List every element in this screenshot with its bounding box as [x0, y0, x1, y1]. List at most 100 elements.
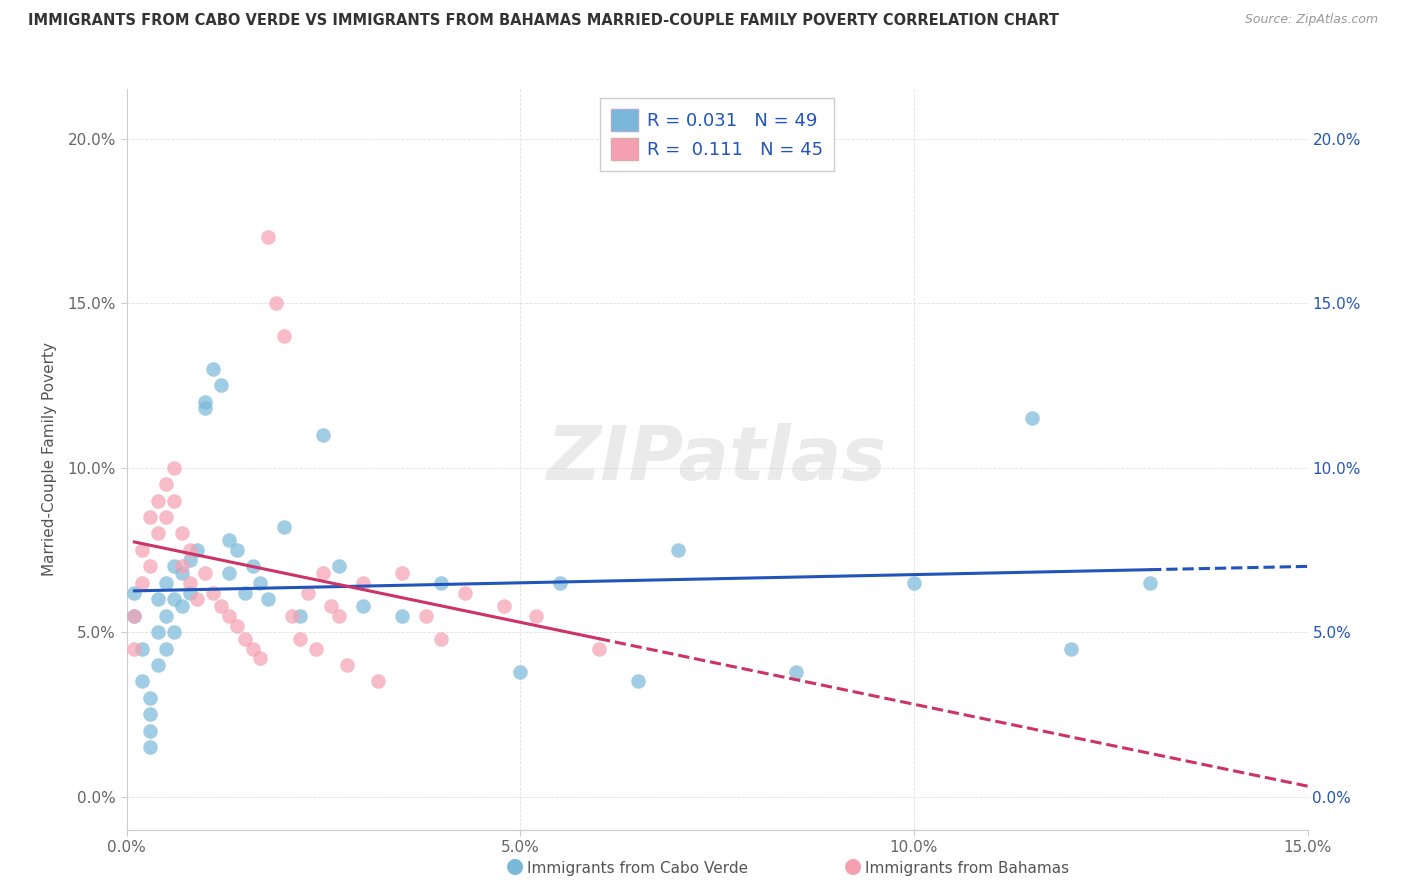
Point — [202, 585, 225, 599]
Legend: R = 0.031   N = 49, R =  0.111   N = 45: R = 0.031 N = 49, R = 0.111 N = 45 — [600, 98, 834, 171]
Point — [124, 608, 146, 623]
Point — [391, 608, 413, 623]
Point — [179, 575, 201, 590]
Point — [321, 599, 343, 613]
Text: ZIPatlas: ZIPatlas — [547, 423, 887, 496]
Point — [131, 575, 153, 590]
Point — [328, 559, 350, 574]
Point — [131, 542, 153, 557]
Point — [139, 740, 162, 755]
Point — [288, 632, 311, 646]
Point — [139, 707, 162, 722]
Point — [273, 520, 295, 534]
Point — [163, 460, 186, 475]
Point — [139, 559, 162, 574]
Point — [352, 599, 374, 613]
Point — [170, 526, 193, 541]
Point — [233, 585, 256, 599]
Point — [328, 608, 350, 623]
Point — [281, 608, 304, 623]
Point — [548, 575, 571, 590]
Point — [312, 427, 335, 442]
Point — [903, 575, 925, 590]
Point — [179, 553, 201, 567]
Point — [218, 566, 240, 580]
Point — [509, 665, 531, 679]
Y-axis label: Married-Couple Family Poverty: Married-Couple Family Poverty — [42, 343, 56, 576]
Point — [209, 378, 232, 392]
Text: Immigrants from Bahamas: Immigrants from Bahamas — [865, 861, 1069, 876]
Point — [194, 566, 217, 580]
Point — [146, 526, 169, 541]
Point — [391, 566, 413, 580]
Text: Immigrants from Cabo Verde: Immigrants from Cabo Verde — [527, 861, 748, 876]
Point — [155, 608, 177, 623]
Point — [179, 542, 201, 557]
Point — [627, 674, 650, 689]
Point — [124, 585, 146, 599]
Point — [209, 599, 232, 613]
Point — [785, 665, 807, 679]
Point — [257, 592, 280, 607]
Point — [1060, 641, 1083, 656]
Point — [155, 575, 177, 590]
Point — [430, 575, 453, 590]
Point — [186, 542, 208, 557]
Point — [273, 329, 295, 343]
Text: IMMIGRANTS FROM CABO VERDE VS IMMIGRANTS FROM BAHAMAS MARRIED-COUPLE FAMILY POVE: IMMIGRANTS FROM CABO VERDE VS IMMIGRANTS… — [28, 13, 1059, 29]
Point — [139, 690, 162, 705]
Point — [163, 592, 186, 607]
Point — [194, 401, 217, 416]
Point — [131, 641, 153, 656]
Point — [524, 608, 547, 623]
Point — [494, 599, 516, 613]
Point — [666, 542, 689, 557]
Point — [163, 559, 186, 574]
Point — [194, 394, 217, 409]
Point — [163, 493, 186, 508]
Point — [225, 542, 247, 557]
Text: Source: ZipAtlas.com: Source: ZipAtlas.com — [1244, 13, 1378, 27]
Point — [155, 510, 177, 524]
Point — [131, 674, 153, 689]
Point — [124, 608, 146, 623]
Point — [155, 477, 177, 491]
Point — [146, 592, 169, 607]
Point — [1139, 575, 1161, 590]
Point — [218, 533, 240, 547]
Point — [170, 599, 193, 613]
Point — [304, 641, 326, 656]
Point — [454, 585, 477, 599]
Text: ●: ● — [506, 856, 524, 876]
Point — [124, 641, 146, 656]
Text: ●: ● — [844, 856, 862, 876]
Point — [297, 585, 319, 599]
Point — [233, 632, 256, 646]
Point — [139, 723, 162, 738]
Point — [163, 625, 186, 640]
Point — [430, 632, 453, 646]
Point — [146, 658, 169, 673]
Point — [336, 658, 359, 673]
Point — [249, 651, 271, 665]
Point — [242, 641, 264, 656]
Point — [367, 674, 389, 689]
Point — [288, 608, 311, 623]
Point — [155, 641, 177, 656]
Point — [218, 608, 240, 623]
Point — [1021, 411, 1043, 425]
Point — [264, 296, 287, 310]
Point — [179, 585, 201, 599]
Point — [170, 559, 193, 574]
Point — [415, 608, 437, 623]
Point — [170, 566, 193, 580]
Point — [588, 641, 610, 656]
Point — [146, 493, 169, 508]
Point — [352, 575, 374, 590]
Point — [312, 566, 335, 580]
Point — [146, 625, 169, 640]
Point — [202, 362, 225, 376]
Point — [186, 592, 208, 607]
Point — [249, 575, 271, 590]
Point — [139, 510, 162, 524]
